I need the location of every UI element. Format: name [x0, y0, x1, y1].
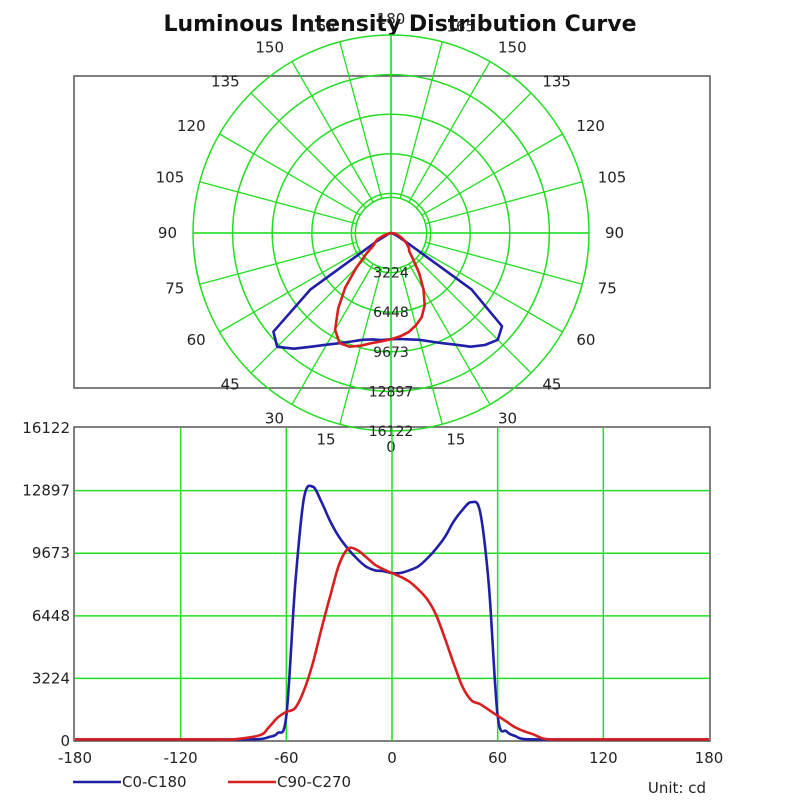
- polar-spoke: [250, 92, 367, 209]
- polar-angle-label: 135: [211, 73, 240, 91]
- polar-radial-label: 6448: [373, 305, 409, 321]
- polar-spoke: [425, 181, 583, 225]
- polar-series: [272, 231, 504, 350]
- polar-angle-label: 120: [177, 117, 206, 135]
- polar-spoke: [415, 92, 532, 209]
- polar-spoke: [408, 61, 491, 203]
- polar-angle-label: 30: [265, 409, 284, 427]
- x-tick-label: -60: [274, 749, 299, 767]
- y-tick-label: 3224: [32, 669, 70, 687]
- polar-spoke: [250, 257, 367, 374]
- polar-angle-label: 45: [542, 375, 561, 393]
- polar-angle-label: 30: [498, 409, 517, 427]
- polar-angle-label: 165: [307, 17, 336, 35]
- polar-angle-label: 60: [576, 331, 595, 349]
- polar-spoke: [421, 250, 563, 333]
- legend-label: C90-C270: [277, 773, 351, 791]
- polar-frame: [73, 75, 711, 389]
- polar-angle-label: 165: [446, 17, 475, 35]
- polar-spoke: [291, 263, 374, 405]
- polar-angle-label: 15: [446, 431, 465, 449]
- polar-angle-label: 75: [598, 279, 617, 297]
- line-labels: -180 -120 -60 0 60 120 180 0 3224 6448 9673 12897 16…: [22, 419, 723, 767]
- polar-angle-label: 105: [598, 169, 627, 187]
- polar-spoke: [291, 61, 374, 203]
- line-series-c90-c270: [75, 546, 709, 742]
- polar-angle-label: 105: [156, 169, 185, 187]
- polar-spoke: [399, 41, 443, 199]
- polar-spoke: [415, 257, 532, 374]
- polar-angle-label: 180: [377, 10, 406, 28]
- polar-spoke: [339, 41, 383, 199]
- polar-radial-label: 16122: [369, 424, 414, 440]
- polar-angle-label: 150: [255, 39, 284, 57]
- x-tick-label: 0: [387, 749, 397, 767]
- polar-series-c90-c270: [333, 231, 426, 348]
- legend: C0-C180 C90-C270: [73, 773, 351, 791]
- line-grid: [75, 428, 709, 741]
- polar-spoke: [199, 241, 357, 285]
- polar-angle-label: 150: [498, 39, 527, 57]
- chart-title: Luminous Intensity Distribution Curve: [163, 12, 637, 37]
- x-tick-label: 180: [695, 749, 724, 767]
- polar-angle-label: 15: [317, 431, 336, 449]
- polar-angle-label: 90: [158, 224, 177, 242]
- polar-radial-label: 3224: [373, 266, 409, 282]
- x-tick-label: 120: [589, 749, 618, 767]
- polar-spoke: [219, 133, 361, 216]
- polar-spoke: [219, 250, 361, 333]
- y-tick-label: 16122: [22, 419, 70, 437]
- polar-radial-label: 9673: [373, 345, 409, 361]
- polar-spoke: [421, 133, 563, 216]
- polar-angle-label: 60: [187, 331, 206, 349]
- x-tick-label: -180: [58, 749, 92, 767]
- y-tick-label: 6448: [32, 607, 70, 625]
- unit-label: Unit: cd: [648, 779, 706, 797]
- line-series: [75, 484, 709, 742]
- polar-angle-label: 75: [165, 279, 184, 297]
- polar-angle-label: 120: [576, 117, 605, 135]
- x-tick-label: 60: [488, 749, 507, 767]
- polar-angle-label: 135: [542, 73, 571, 91]
- x-tick-label: -120: [164, 749, 198, 767]
- polar-radial-label: 12897: [369, 384, 414, 400]
- polar-spoke: [399, 267, 443, 425]
- polar-spoke: [199, 181, 357, 225]
- polar-angle-label: 90: [605, 224, 624, 242]
- legend-label: C0-C180: [122, 773, 187, 791]
- polar-grid: [192, 34, 590, 432]
- polar-angle-label: 0: [386, 438, 396, 456]
- polar-spoke: [425, 241, 583, 285]
- y-tick-label: 12897: [22, 482, 70, 500]
- y-tick-label: 9673: [32, 544, 70, 562]
- polar-angle-label: 45: [221, 375, 240, 393]
- y-tick-label: 0: [60, 732, 70, 750]
